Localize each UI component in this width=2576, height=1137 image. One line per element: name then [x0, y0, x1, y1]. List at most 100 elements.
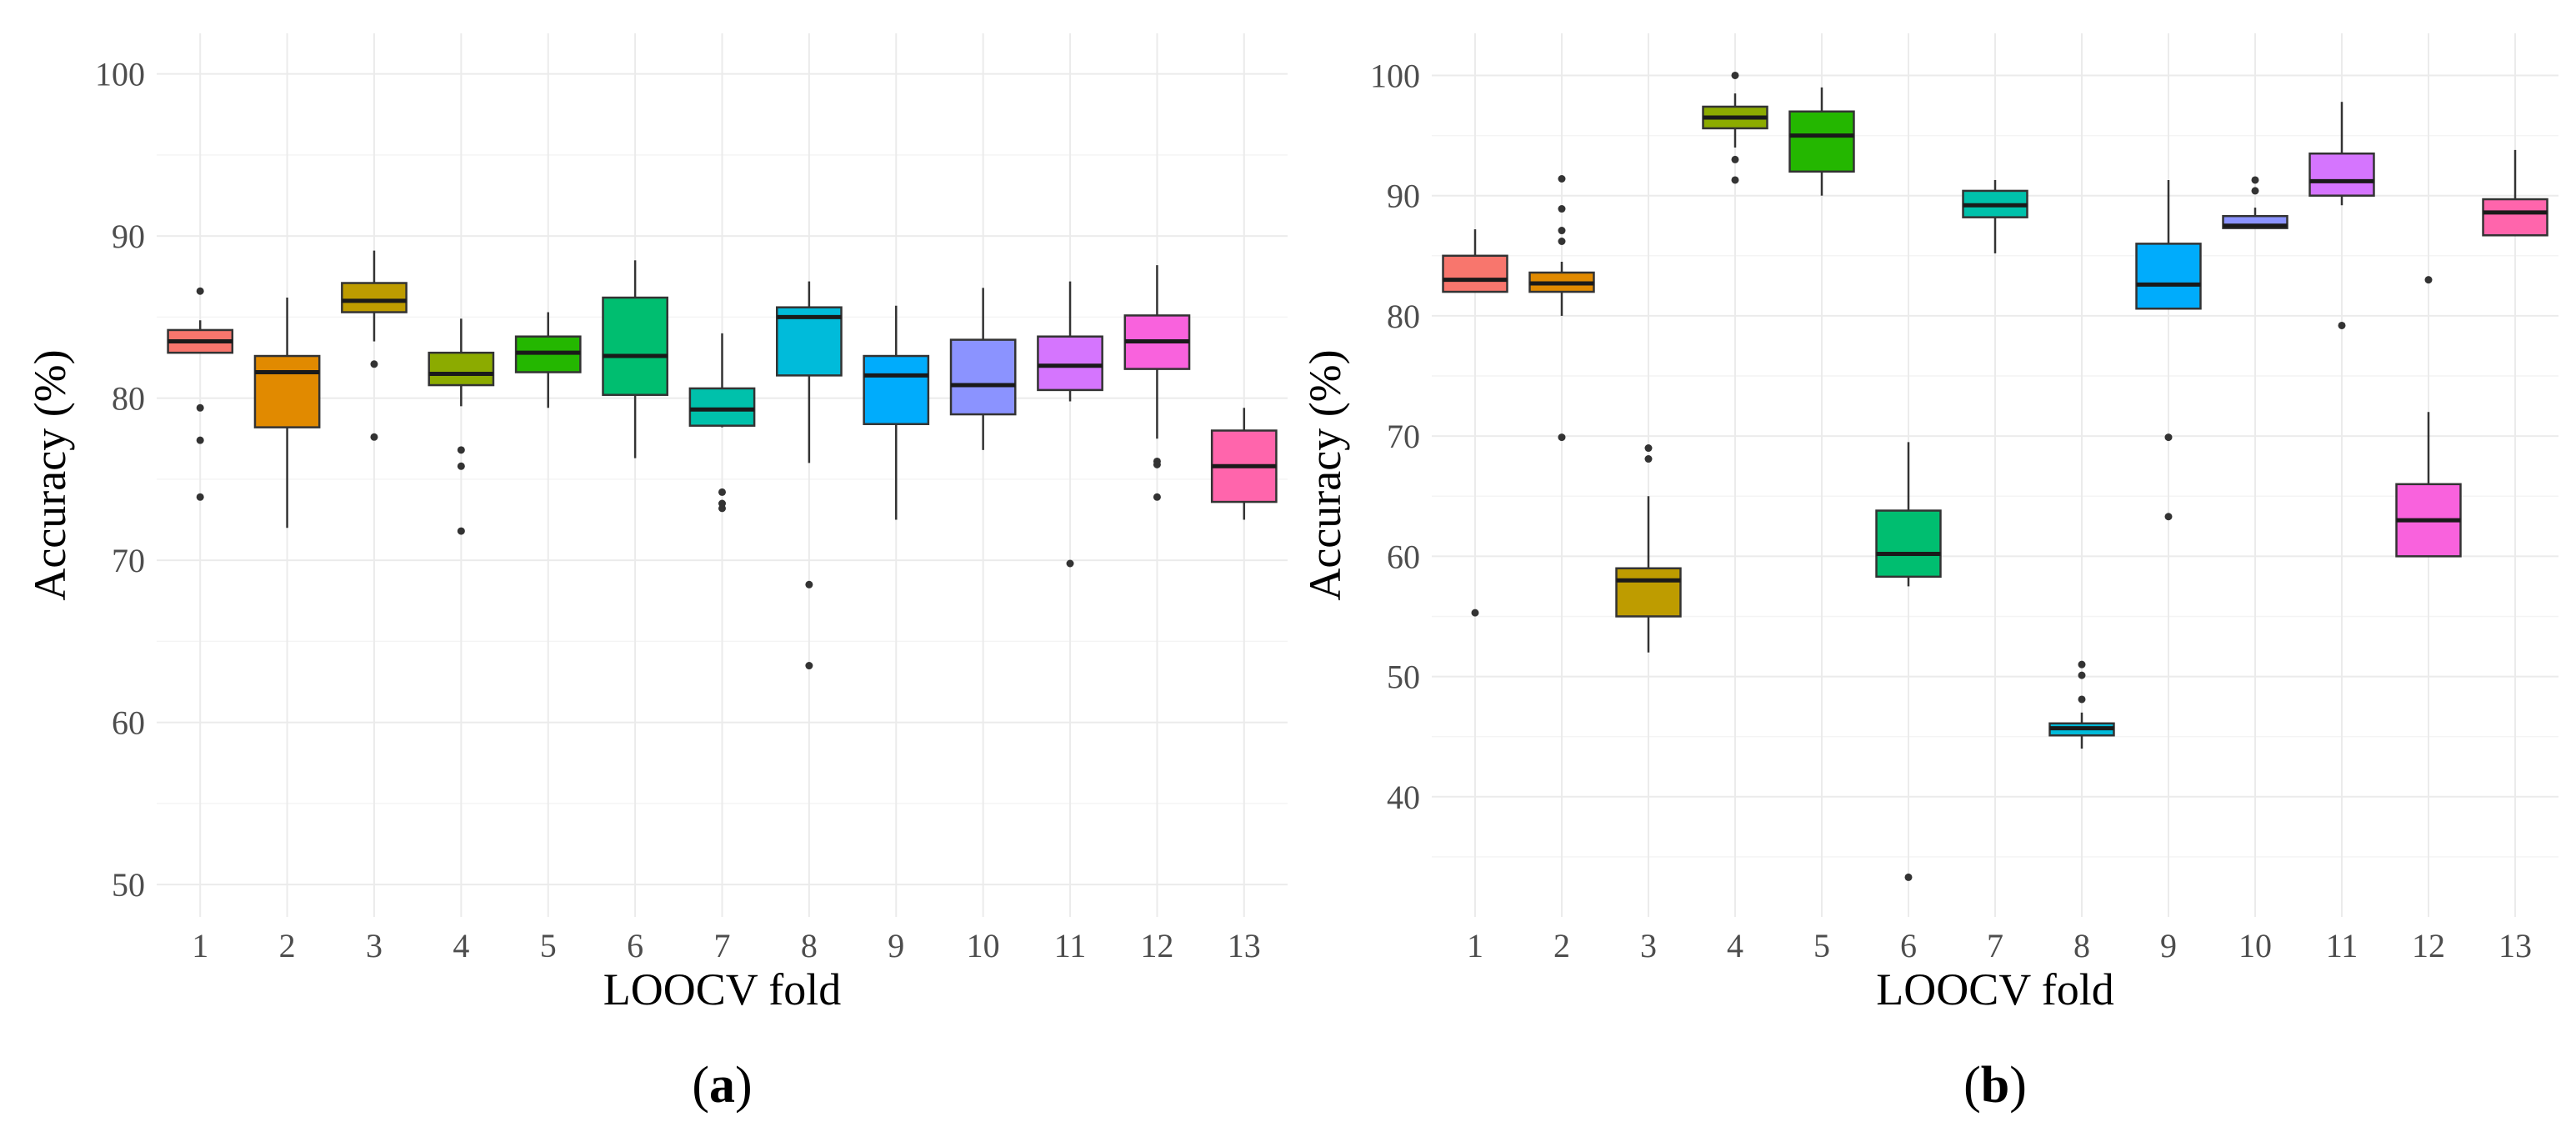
x-tick-label-11: 11 [1054, 927, 1087, 964]
x-tick-label-3: 3 [366, 927, 383, 964]
box-fold-3 [341, 250, 408, 441]
x-tick-label-6: 6 [1900, 927, 1917, 964]
y-tick-label-100: 100 [1370, 57, 1420, 94]
box-fold-9 [863, 305, 930, 520]
outlier-point [1644, 444, 1653, 453]
box-body [949, 338, 1017, 416]
outlier-point [370, 433, 378, 441]
outlier-point [805, 580, 813, 589]
outlier-point [718, 504, 726, 513]
x-tick-label-9: 9 [2160, 927, 2177, 964]
y-axis-title: Accuracy (%) [1300, 349, 1350, 600]
outlier-point [196, 436, 204, 444]
x-tick-label-10: 10 [967, 927, 1000, 964]
outlier-point [1066, 559, 1074, 568]
outlier-point [370, 360, 378, 368]
box-body [341, 282, 408, 313]
box-fold-11 [1037, 281, 1103, 568]
outlier-point [1558, 205, 1566, 213]
box-fold-12 [2395, 276, 2462, 558]
x-tick-label-13: 13 [1228, 927, 1261, 964]
outlier-point [805, 662, 813, 670]
box-fold-3 [1615, 444, 1682, 653]
outlier-point [457, 462, 465, 470]
box-fold-4 [428, 318, 495, 535]
y-tick-label-40: 40 [1387, 779, 1420, 816]
y-tick-label-50: 50 [1387, 659, 1420, 696]
box-fold-10 [2222, 176, 2288, 229]
x-tick-label-3: 3 [1640, 927, 1657, 964]
panel-label: (a) [692, 1057, 752, 1114]
y-tick-label-60: 60 [112, 704, 145, 742]
x-tick-label-4: 4 [1727, 927, 1743, 964]
outlier-point [2078, 671, 2086, 679]
y-tick-label-80: 80 [112, 380, 145, 418]
box-body [1442, 254, 1508, 293]
box-body [1788, 110, 1855, 173]
y-tick-label-70: 70 [112, 542, 145, 579]
x-tick-label-5: 5 [540, 927, 557, 964]
x-tick-label-2: 2 [279, 927, 296, 964]
box-fold-2 [253, 298, 321, 528]
box-fold-6 [1875, 442, 1942, 881]
box-fold-2 [1528, 175, 1595, 442]
x-axis-title: LOOCV fold [1876, 964, 2114, 1014]
x-tick-label-4: 4 [453, 927, 469, 964]
box-fold-11 [2308, 102, 2375, 329]
box-body [2482, 198, 2548, 237]
box-fold-12 [1123, 265, 1191, 501]
box-fold-5 [514, 312, 582, 408]
box-body [2135, 243, 2202, 310]
outlier-point [196, 403, 204, 412]
x-tick-label-12: 12 [1140, 927, 1173, 964]
outlier-point [2078, 695, 2086, 704]
outlier-point [1153, 493, 1161, 501]
outlier-point [457, 527, 465, 535]
outlier-point [1558, 227, 1566, 235]
outlier-point [1558, 237, 1566, 245]
y-tick-label-50: 50 [112, 866, 145, 904]
y-tick-label-80: 80 [1387, 298, 1420, 335]
x-axis-title: LOOCV fold [603, 964, 842, 1014]
y-tick-label-100: 100 [95, 56, 145, 93]
x-tick-label-9: 9 [888, 927, 904, 964]
x-tick-label-11: 11 [2326, 927, 2358, 964]
x-tick-label-10: 10 [2238, 927, 2272, 964]
box-body [602, 296, 668, 396]
x-tick-label-12: 12 [2412, 927, 2445, 964]
x-tick-label-5: 5 [1813, 927, 1830, 964]
box-fold-1 [1442, 229, 1508, 617]
outlier-point [2164, 513, 2173, 521]
box-body [253, 354, 321, 428]
x-tick-label-1: 1 [192, 927, 208, 964]
x-tick-label-13: 13 [2498, 927, 2532, 964]
outlier-point [1644, 455, 1653, 463]
box-fold-4 [1702, 71, 1768, 184]
y-axis-title: Accuracy (%) [25, 349, 75, 600]
x-tick-label-7: 7 [714, 927, 731, 964]
box-fold-7 [1962, 179, 2028, 253]
x-tick-label-8: 8 [2073, 927, 2090, 964]
box-fold-7 [688, 333, 756, 513]
outlier-point [2338, 321, 2346, 329]
outlier-point [1731, 71, 1739, 79]
y-tick-label-90: 90 [112, 218, 145, 255]
box-fold-13 [1210, 408, 1278, 520]
x-tick-label-7: 7 [1987, 927, 2003, 964]
box-fold-5 [1788, 87, 1855, 196]
outlier-point [1904, 873, 1913, 881]
box-fold-6 [602, 260, 668, 458]
outlier-point [1731, 155, 1739, 163]
box-body [863, 354, 930, 425]
x-tick-label-6: 6 [627, 927, 643, 964]
outlier-point [2078, 660, 2086, 669]
box-body [688, 387, 756, 427]
y-tick-label-70: 70 [1387, 418, 1420, 455]
box-fold-9 [2135, 179, 2202, 521]
box-body [2308, 152, 2375, 197]
box-fold-10 [949, 288, 1017, 450]
outlier-point [718, 488, 726, 496]
y-tick-label-60: 60 [1387, 538, 1420, 575]
